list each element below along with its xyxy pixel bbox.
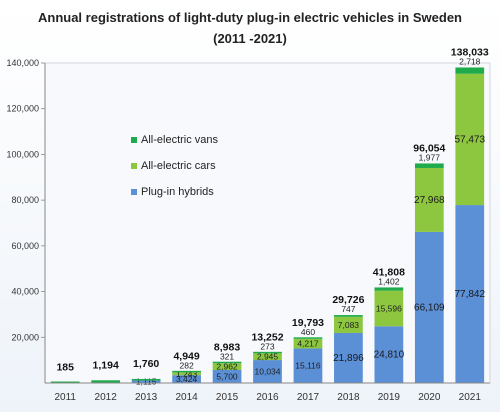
total-label: 13,252 xyxy=(251,332,283,344)
total-label: 138,033 xyxy=(451,46,489,58)
x-tick-label: 2012 xyxy=(95,392,118,403)
legend-item-vans-label: All-electric vans xyxy=(141,134,219,146)
bar-segment xyxy=(334,332,363,383)
data-label: 747 xyxy=(341,304,355,314)
data-label: 15,596 xyxy=(376,303,402,313)
data-label: 77,842 xyxy=(454,289,485,300)
data-label: 2,945 xyxy=(257,352,279,362)
x-tick-label: 2021 xyxy=(459,392,482,403)
data-label: 27,968 xyxy=(414,195,445,206)
x-tick-label: 2019 xyxy=(378,392,401,403)
bar-segment xyxy=(334,315,363,317)
bar-segment xyxy=(455,67,485,74)
bar-segment xyxy=(172,375,201,383)
data-label: 1,977 xyxy=(419,152,441,162)
total-label: 96,054 xyxy=(413,142,445,154)
y-tick-label: 40,000 xyxy=(11,287,39,297)
bar-segment xyxy=(172,372,201,376)
legend-item-phev-swatch xyxy=(131,189,137,195)
data-label: 57,473 xyxy=(454,134,485,145)
legend-item-cars-label: All-electric cars xyxy=(141,160,216,172)
data-label: 3,424 xyxy=(176,374,198,384)
bar-segment xyxy=(455,205,485,383)
bar-segment xyxy=(253,360,282,383)
bar-segment xyxy=(293,338,323,349)
data-label: 21,896 xyxy=(333,353,364,364)
y-tick-label: 80,000 xyxy=(11,195,39,205)
data-label: 273 xyxy=(260,342,274,352)
bar-segment xyxy=(131,380,161,383)
total-label: 41,808 xyxy=(373,266,405,278)
legend-item-phev-label: Plug-in hybrids xyxy=(141,186,214,198)
data-label: 2,962 xyxy=(216,362,238,372)
bar-segment xyxy=(50,381,80,383)
y-tick-label: 140,000 xyxy=(6,58,39,68)
data-label: 66,109 xyxy=(414,302,445,313)
y-tick-label: 20,000 xyxy=(11,332,39,342)
data-label: 15,116 xyxy=(295,361,321,371)
x-tick-label: 2011 xyxy=(54,392,76,403)
bar-segment xyxy=(414,163,444,168)
bar-segment xyxy=(212,363,242,370)
bar-segment xyxy=(212,361,242,364)
bar-segment xyxy=(212,369,242,383)
bar-segment xyxy=(455,73,485,206)
x-tick-label: 2014 xyxy=(175,392,198,403)
y-tick-label: 60,000 xyxy=(11,241,39,251)
data-label: 2,718 xyxy=(459,56,481,66)
bar-segment xyxy=(91,380,121,383)
total-label: 1,760 xyxy=(133,358,159,370)
bar-segment xyxy=(293,348,323,383)
total-label: 8,983 xyxy=(214,341,240,353)
x-tick-label: 2013 xyxy=(135,392,158,403)
bar-segment xyxy=(414,231,444,383)
data-label: 321 xyxy=(220,351,234,361)
bar-segment xyxy=(293,337,323,339)
total-label: 185 xyxy=(56,362,74,374)
plot-area: 20,000 40,000 60,000 80,000 100,000 120,000 14… xyxy=(6,46,491,403)
data-label: 10,034 xyxy=(255,367,281,377)
total-label: 1,194 xyxy=(93,359,119,371)
y-tick-label: 120,000 xyxy=(6,104,39,114)
bar-segment xyxy=(131,378,161,381)
total-label: 19,793 xyxy=(292,317,324,329)
x-tick-label: 2017 xyxy=(297,392,320,403)
chart-title: Annual registrations of light-duty plug-… xyxy=(38,10,462,25)
x-tick-label: 2016 xyxy=(256,392,279,403)
total-label: 29,726 xyxy=(332,294,364,306)
bar-segment xyxy=(253,351,282,354)
bar-segment xyxy=(253,353,282,361)
total-label: 4,949 xyxy=(173,351,199,363)
x-tick-label: 2020 xyxy=(418,392,441,403)
bar-segment xyxy=(414,167,444,232)
bar-segment xyxy=(374,290,404,327)
y-tick-label: 100,000 xyxy=(6,149,39,159)
legend-item-cars-swatch xyxy=(131,163,137,169)
x-tick-label: 2015 xyxy=(216,392,239,403)
data-label: 4,217 xyxy=(297,339,319,349)
data-label: 24,810 xyxy=(374,350,405,361)
bar-segment xyxy=(374,326,404,383)
data-label: 1,243 xyxy=(176,369,198,379)
bar-segment xyxy=(172,370,201,373)
data-label: 5,700 xyxy=(216,371,238,381)
legend-item-vans-swatch xyxy=(131,137,137,143)
bar-segment xyxy=(374,287,404,291)
data-label: 7,083 xyxy=(338,320,360,330)
data-label: 460 xyxy=(301,327,315,337)
bar-segment xyxy=(334,316,363,333)
chart-subtitle: (2011 -2021) xyxy=(213,31,287,46)
data-label: 1,402 xyxy=(378,276,400,286)
data-label: 1,115 xyxy=(136,377,157,387)
x-tick-label: 2018 xyxy=(337,392,360,403)
data-label: 282 xyxy=(179,361,193,371)
